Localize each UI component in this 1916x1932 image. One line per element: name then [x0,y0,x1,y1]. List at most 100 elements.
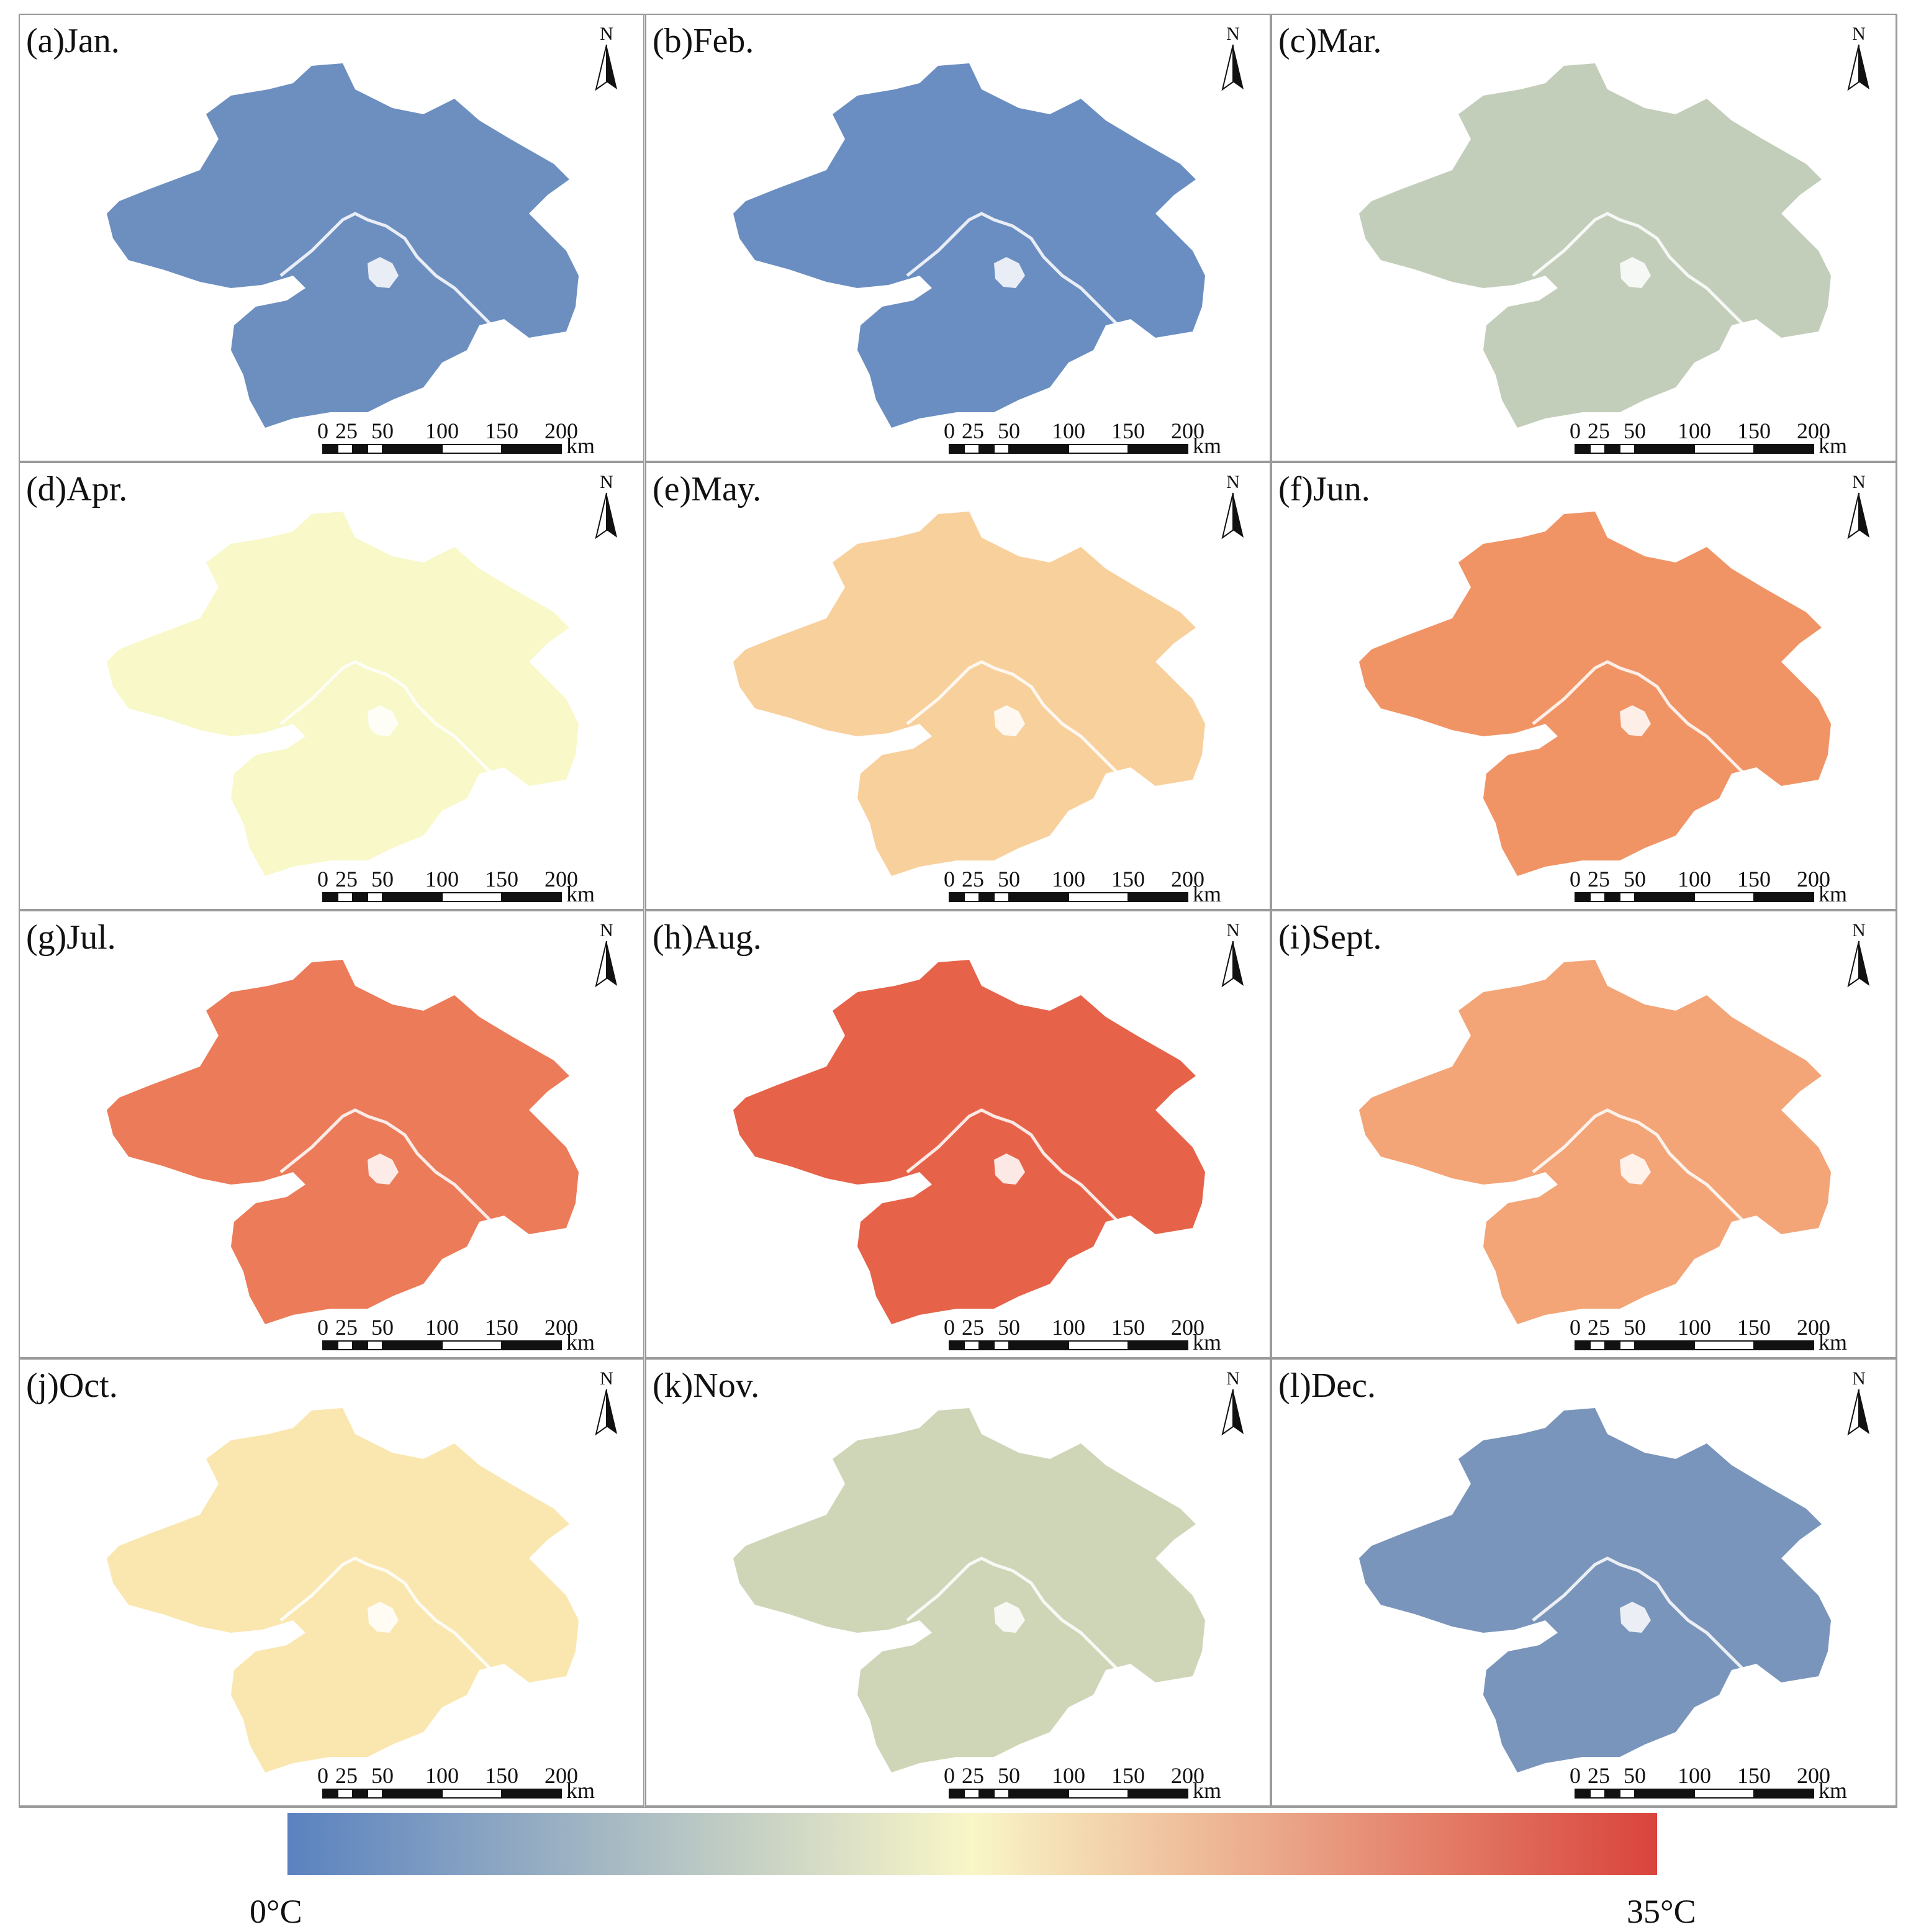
north-label: N [600,24,613,44]
scale-tick-label: 200 [545,1763,578,1788]
scale-tick-label: 0 [944,418,955,443]
scale-tick-label: 150 [1737,867,1771,892]
scale-tick-label: 100 [1678,1763,1711,1788]
scale-unit-label: km [1819,882,1847,906]
scale-tick-label: 150 [485,1763,518,1788]
scale-tick-label: 0 [944,1315,955,1340]
north-arrow-icon: N [1221,1368,1244,1436]
panel-title: (l)Dec. [1278,1366,1376,1405]
map-panel: N 0 25 50 100 150 200 km (l)Dec. [1271,1358,1897,1807]
scale-tick-label: 25 [1588,1315,1610,1340]
scale-unit-label: km [566,433,595,458]
scale-tick-label: 200 [545,867,578,892]
region-shape [1359,512,1831,876]
urban-area [994,1602,1025,1633]
scale-tick-label: 200 [1797,418,1830,443]
scale-tick-label: 0 [1570,418,1581,443]
panel-title: (h)Aug. [653,918,762,957]
scale-tick-label: 25 [335,1763,358,1788]
region-shape [733,63,1205,428]
scale-tick-label: 0 [1570,867,1581,892]
river-line [1532,1556,1745,1671]
river-line [279,660,493,775]
scale-tick-label: 25 [335,1315,358,1340]
urban-area [368,1153,399,1185]
scale-tick-label: 200 [1171,418,1204,443]
river-line [279,212,493,327]
scale-tick-label: 200 [1171,1763,1204,1788]
scale-tick-label: 200 [1797,1763,1830,1788]
scale-unit-label: km [1819,1778,1847,1803]
urban-area [1620,705,1651,736]
north-label: N [1852,472,1866,492]
legend-gradient-bar [287,1813,1657,1875]
panel-title: (a)Jan. [26,22,120,60]
scale-tick-label: 25 [1588,418,1610,443]
scale-tick-label: 100 [1678,867,1711,892]
north-arrow-icon: N [1221,472,1244,539]
urban-area [1620,1153,1651,1185]
scale-tick-label: 150 [1737,1315,1771,1340]
urban-area [994,1153,1025,1185]
map-panel: N 0 25 50 100 150 200 km (j)Oct. [19,1358,644,1807]
legend-max-label: 35°C [1627,1893,1696,1930]
scale-tick-label: 50 [1624,867,1646,892]
map-panel: N 0 25 50 100 150 200 km (g)Jul. [19,910,644,1358]
region-shape [107,63,579,428]
scale-tick-label: 25 [962,1763,984,1788]
scale-tick-label: 50 [998,418,1020,443]
urban-area [1620,257,1651,288]
north-label: N [1852,24,1866,44]
scale-tick-label: 0 [944,867,955,892]
scale-tick-label: 0 [317,867,328,892]
north-arrow-icon: N [1847,920,1869,988]
scale-tick-label: 200 [1171,867,1204,892]
scale-tick-label: 100 [425,1315,459,1340]
scale-tick-label: 25 [335,418,358,443]
scale-tick-label: 100 [1678,418,1711,443]
scale-tick-label: 0 [317,1763,328,1788]
map-panel: N 0 25 50 100 150 200 km (b)Feb. [645,14,1271,462]
scale-unit-label: km [566,1330,595,1355]
scale-tick-label: 150 [1111,418,1145,443]
map-panel: N 0 25 50 100 150 200 km (c)Mar. [1271,14,1897,462]
north-arrow-icon: N [595,24,617,91]
river-line [279,1556,493,1671]
region-shape [107,960,579,1324]
scale-tick-label: 25 [335,867,358,892]
scale-tick-label: 25 [1588,1763,1610,1788]
panel-title: (d)Apr. [26,470,128,508]
region-shape [107,512,579,876]
river-line [1532,660,1745,775]
north-arrow-icon: N [1847,1368,1869,1436]
scale-tick-label: 150 [1737,418,1771,443]
scale-tick-label: 50 [371,1763,394,1788]
scale-tick-label: 50 [998,1763,1020,1788]
scale-tick-label: 25 [962,418,984,443]
north-arrow-icon: N [1221,920,1244,988]
urban-area [368,1602,399,1633]
scale-tick-label: 200 [545,418,578,443]
urban-area [368,257,399,288]
scale-tick-label: 150 [485,418,518,443]
scale-tick-label: 100 [1052,1763,1085,1788]
scale-tick-label: 50 [371,1315,394,1340]
scale-tick-label: 0 [1570,1315,1581,1340]
north-label: N [600,920,613,941]
river-line [906,1556,1119,1671]
scale-tick-label: 100 [1678,1315,1711,1340]
map-panel: N 0 25 50 100 150 200 km (f)Jun. [1271,462,1897,910]
